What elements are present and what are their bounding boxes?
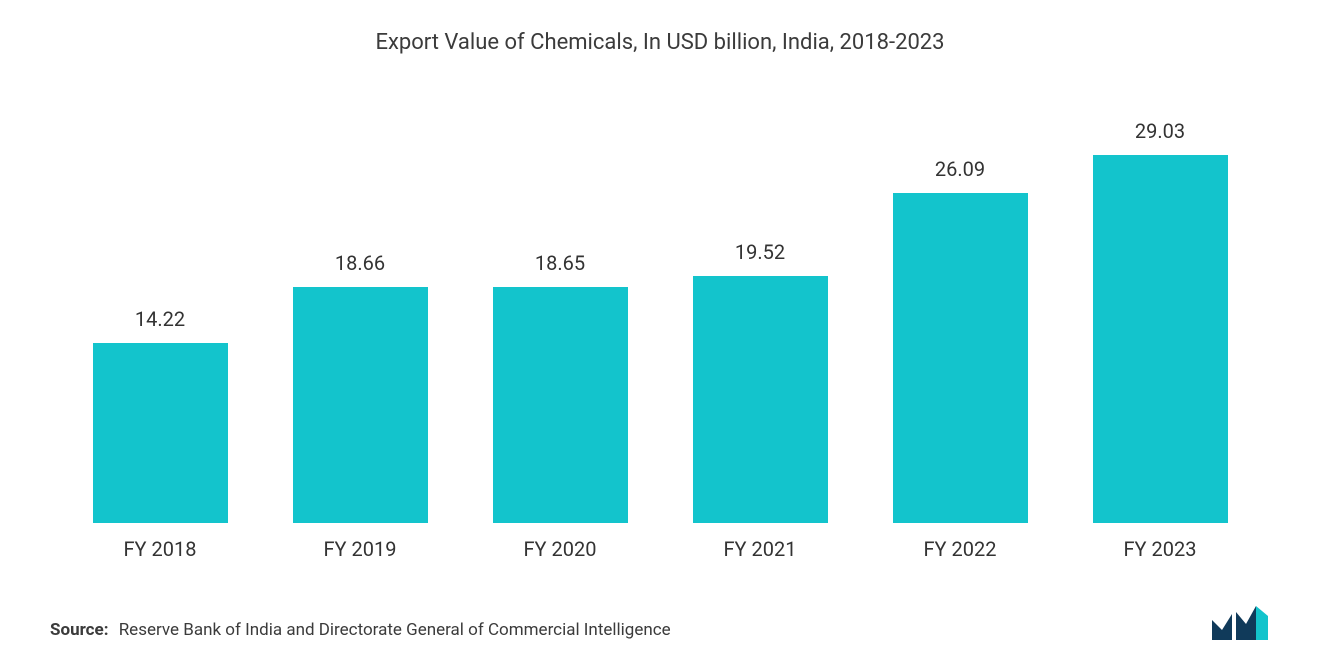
bar-category-label: FY 2018	[124, 537, 197, 561]
bar	[1093, 155, 1228, 523]
bar-category-label: FY 2019	[324, 537, 397, 561]
bar	[893, 193, 1028, 523]
bar	[293, 287, 428, 523]
chart-title: Export Value of Chemicals, In USD billio…	[50, 30, 1270, 55]
chart-container: Export Value of Chemicals, In USD billio…	[0, 0, 1320, 665]
bar	[93, 343, 228, 523]
source-line: Source: Reserve Bank of India and Direct…	[50, 620, 671, 640]
bar-value-label: 14.22	[135, 307, 185, 331]
bar-group: 26.09 FY 2022	[860, 157, 1060, 561]
bar-group: 14.22 FY 2018	[60, 307, 260, 561]
bar-category-label: FY 2021	[724, 537, 797, 561]
bar-value-label: 18.65	[535, 251, 585, 275]
bar-category-label: FY 2023	[1124, 537, 1197, 561]
brand-logo-icon	[1212, 606, 1270, 640]
source-label: Source:	[50, 620, 108, 640]
bar-value-label: 29.03	[1135, 119, 1185, 143]
bar-category-label: FY 2020	[524, 537, 597, 561]
bar-value-label: 19.52	[735, 240, 785, 264]
bar-group: 29.03 FY 2023	[1060, 119, 1260, 561]
source-text: Reserve Bank of India and Directorate Ge…	[119, 620, 671, 640]
bar	[493, 287, 628, 523]
chart-footer: Source: Reserve Bank of India and Direct…	[50, 606, 1270, 645]
bar-value-label: 26.09	[935, 157, 985, 181]
bar-group: 19.52 FY 2021	[660, 240, 860, 561]
bar-group: 18.65 FY 2020	[460, 251, 660, 561]
bar-value-label: 18.66	[335, 251, 385, 275]
bar-category-label: FY 2022	[924, 537, 997, 561]
bar-group: 18.66 FY 2019	[260, 251, 460, 561]
bar	[693, 276, 828, 523]
plot-area: 14.22 FY 2018 18.66 FY 2019 18.65 FY 2020 19.5…	[50, 95, 1270, 561]
